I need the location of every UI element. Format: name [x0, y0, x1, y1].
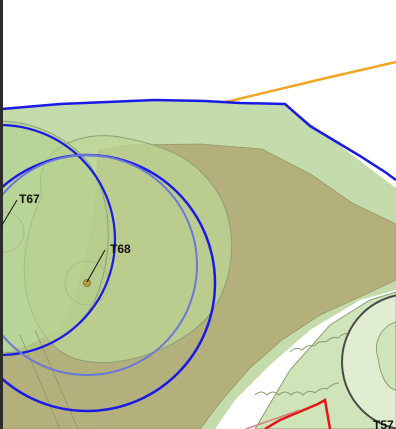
t68-trunk-ring [64, 260, 110, 306]
t67-trunk-ring [0, 211, 25, 253]
red-secondary-line [245, 409, 301, 429]
site-boundary [1, 98, 396, 182]
t57-label[interactable]: T57 [373, 418, 394, 429]
t68-trunk-marker [83, 279, 91, 287]
t68-canopy-circle [0, 154, 198, 376]
t67-label[interactable]: T67 [19, 192, 40, 206]
hedge-line-upper [289, 333, 351, 353]
red-boundary-line [264, 398, 332, 429]
t57-canopy [376, 321, 396, 391]
t68-leader-line [86, 249, 106, 283]
t67-leader-line [1, 199, 18, 226]
t57-root-protection-circle[interactable] [341, 294, 396, 429]
hedge-line-lower [254, 382, 340, 396]
left-edge-band [0, 0, 3, 429]
t67-root-protection-circle[interactable] [0, 123, 117, 357]
t68-label[interactable]: T68 [110, 242, 131, 256]
construction-line [19, 334, 61, 429]
